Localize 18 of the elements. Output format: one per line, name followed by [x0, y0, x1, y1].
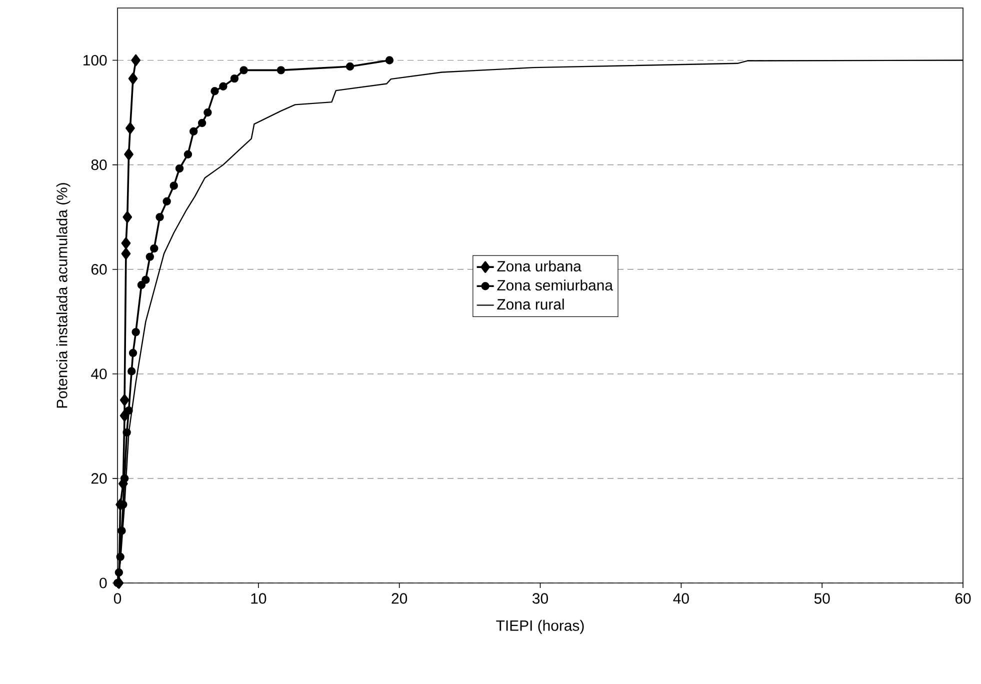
x-tick-label: 60 — [955, 593, 971, 604]
legend-label: Zona semiurbana — [497, 280, 613, 291]
x-tick-label: 30 — [532, 593, 548, 604]
legend-label: Zona rural — [497, 298, 564, 310]
y-tick-label: 40 — [91, 368, 107, 380]
y-tick-label: 20 — [91, 473, 107, 484]
y-axis-title: Potencia instalada acumulada (%) — [56, 183, 70, 408]
y-tick-label: 100 — [84, 54, 107, 66]
x-tick-label: 0 — [114, 593, 122, 604]
x-tick-label: 20 — [392, 593, 408, 604]
x-tick-label: 10 — [251, 593, 266, 604]
legend-label: Zona urbana — [497, 260, 582, 272]
y-tick-label: 60 — [91, 264, 107, 275]
y-tick-label: 80 — [91, 160, 107, 170]
x-axis-title: TIEPI (horas) — [496, 620, 584, 634]
x-tick-label: 50 — [814, 593, 830, 604]
x-tick-label: 40 — [673, 593, 689, 604]
y-tick-label: 0 — [100, 578, 107, 588]
